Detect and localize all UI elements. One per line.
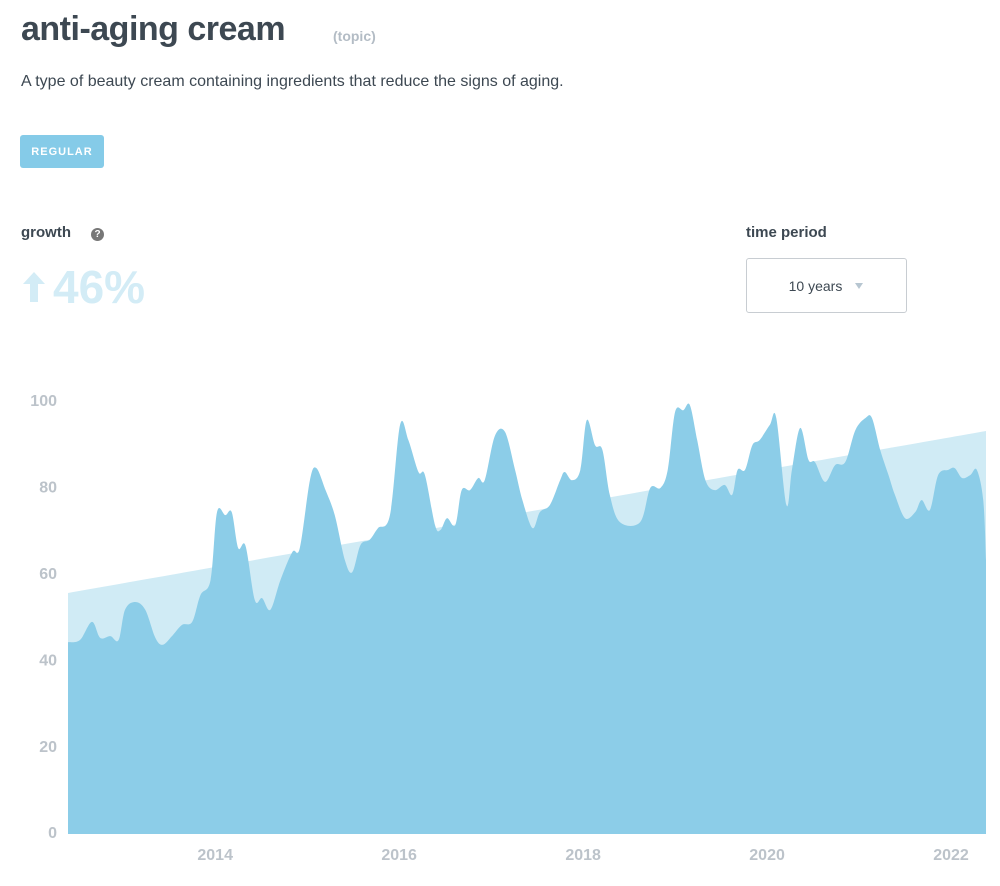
x-tick-label: 2014 [197,847,233,864]
period-label: time period [746,224,827,241]
x-tick-label: 2016 [381,847,417,864]
badge[interactable]: REGULAR [20,135,104,168]
y-tick-label: 0 [48,825,57,842]
x-tick-label: 2022 [933,847,969,864]
growth-label: growth [21,224,71,241]
topic-title: anti-aging cream [21,10,286,48]
y-tick-label: 100 [30,393,57,410]
area [68,403,986,834]
up-arrow [23,272,45,302]
topic-kind: (topic) [333,28,376,44]
y-tick-label: 40 [39,652,57,669]
x-tick-label: 2020 [749,847,785,864]
period-dropdown[interactable]: 10 years [746,258,907,313]
description: A type of beauty cream containing ingred… [21,73,564,90]
y-tick-label: 20 [39,739,57,756]
x-tick-label: 2018 [565,847,601,864]
y-tick-label: 80 [39,480,57,497]
y-tick-label: 60 [39,566,57,583]
growth-row: 46% [21,261,146,313]
help-icon[interactable]: ? [91,228,104,241]
period-value: 10 years [788,277,843,294]
dropdown-caret [855,282,864,289]
growth-value: 46% [53,261,146,313]
